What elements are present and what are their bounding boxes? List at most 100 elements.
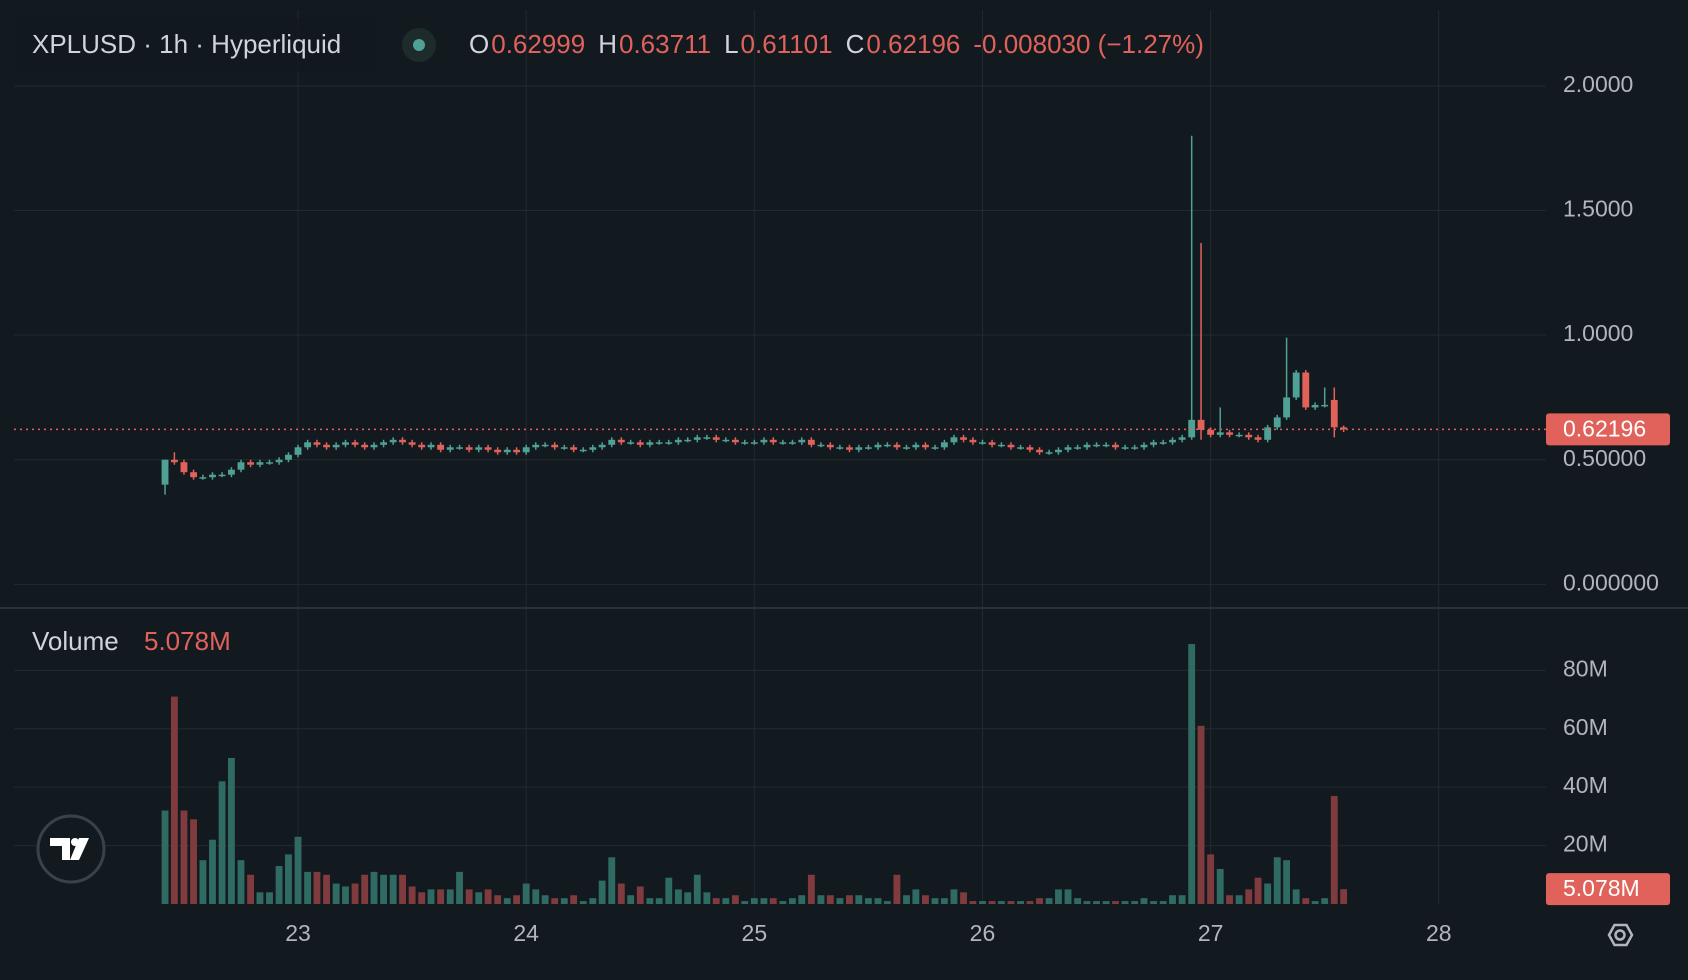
candle-body [1017, 447, 1025, 449]
volume-bar [579, 901, 587, 904]
volume-bar [1074, 898, 1082, 904]
volume-bar [608, 857, 616, 904]
volume-bar [180, 810, 188, 904]
volume-bar [1102, 901, 1110, 904]
candle-body [161, 459, 169, 485]
candle-body [922, 444, 929, 448]
candle-body [342, 442, 349, 445]
last-volume-tag [1546, 873, 1670, 906]
volume-bar [199, 860, 207, 904]
last-price-tag [1546, 413, 1670, 446]
volume-bar [1197, 725, 1205, 904]
settings-button[interactable] [1607, 923, 1634, 947]
volume-layer [161, 644, 1348, 904]
volume-bar [598, 880, 606, 904]
candle-body [1340, 427, 1348, 430]
y-tick-label: 0.000000 [1563, 569, 1659, 595]
volume-bar [997, 901, 1005, 904]
volume-bar [874, 898, 882, 904]
candle-body [1207, 429, 1215, 435]
candle-body [399, 439, 406, 443]
volume-bar [380, 874, 388, 904]
y-tick-label: 1.5000 [1563, 196, 1633, 222]
candle-body [1093, 444, 1100, 447]
ohlc-key: O [469, 29, 489, 59]
settings-hexagon [1607, 923, 1634, 947]
candle-body [826, 444, 834, 448]
candle-body [294, 447, 302, 455]
candle-body [760, 439, 768, 443]
volume-bar [1226, 895, 1233, 904]
volume-bar [750, 898, 758, 904]
volume-bar [769, 898, 777, 904]
candle-body [789, 442, 796, 444]
volume-bar [551, 898, 559, 904]
volume-bar [446, 889, 454, 904]
volume-bar [294, 836, 302, 904]
candle-body [893, 444, 901, 448]
candle-body [1216, 432, 1224, 435]
volume-bar [332, 883, 340, 904]
overlay-layer: 0.62196 5.078M [14, 413, 1670, 906]
volume-bar [399, 874, 406, 904]
volume-bar [1292, 889, 1300, 904]
volume-bar [903, 895, 910, 904]
volume-bar [627, 895, 635, 904]
tradingview-logo[interactable] [36, 814, 106, 884]
ohlc-value: 0.61101 [741, 29, 833, 59]
candle-body [940, 442, 948, 448]
volume-bar [1254, 877, 1262, 904]
x-tick-label: 24 [513, 920, 539, 946]
candle-body [960, 437, 967, 440]
volume-bar [1264, 883, 1272, 904]
volume-bar [209, 839, 216, 904]
volume-bar [636, 886, 644, 904]
candle-body [1264, 427, 1272, 440]
volume-bar [684, 892, 692, 904]
volume-bar [883, 901, 891, 904]
volume-bar [503, 898, 511, 904]
volume-bar [170, 696, 178, 904]
volume-bar [494, 895, 502, 904]
candle-body [408, 442, 416, 445]
volume-bar [646, 898, 654, 904]
volume-tick-label: 20M [1563, 831, 1608, 857]
volume-bar [931, 898, 939, 904]
volume-bar [1036, 898, 1043, 904]
volume-bar [1216, 868, 1224, 904]
last-volume-label: 5.078M [1563, 875, 1640, 901]
candle-body [903, 447, 910, 449]
volume-bar [285, 854, 292, 904]
candle-body [551, 444, 559, 448]
candle-body [655, 442, 663, 444]
candle-body [190, 472, 197, 478]
volume-bar [266, 892, 273, 904]
candle-body [180, 462, 188, 473]
change-label: -0.008030 (−1.27%) [973, 29, 1204, 59]
volume-bar [1140, 898, 1148, 904]
candle-body [465, 447, 473, 450]
candle-body [997, 444, 1005, 447]
ohlc-value: 0.63711 [619, 29, 711, 59]
volume-bar [323, 874, 330, 904]
candle-body [617, 439, 625, 443]
volume-bar [351, 883, 359, 904]
candle-body [589, 447, 597, 450]
volume-bar [342, 886, 349, 904]
volume-bar [1064, 889, 1072, 904]
candle-body [741, 442, 749, 444]
candle-body [256, 462, 264, 465]
volume-bar [437, 889, 445, 904]
volume-tick-label: 40M [1563, 772, 1608, 798]
candle-body [237, 462, 245, 470]
volume-bar [1159, 901, 1167, 904]
candle-body [446, 447, 454, 450]
candle-body [855, 447, 863, 450]
volume-legend-name: Volume [32, 626, 119, 656]
candle-body [370, 444, 378, 448]
volume-bar [1093, 901, 1100, 904]
candle-body [503, 449, 511, 453]
candle-body [703, 437, 711, 439]
candle-body [836, 447, 844, 449]
candle-body [1169, 439, 1176, 443]
